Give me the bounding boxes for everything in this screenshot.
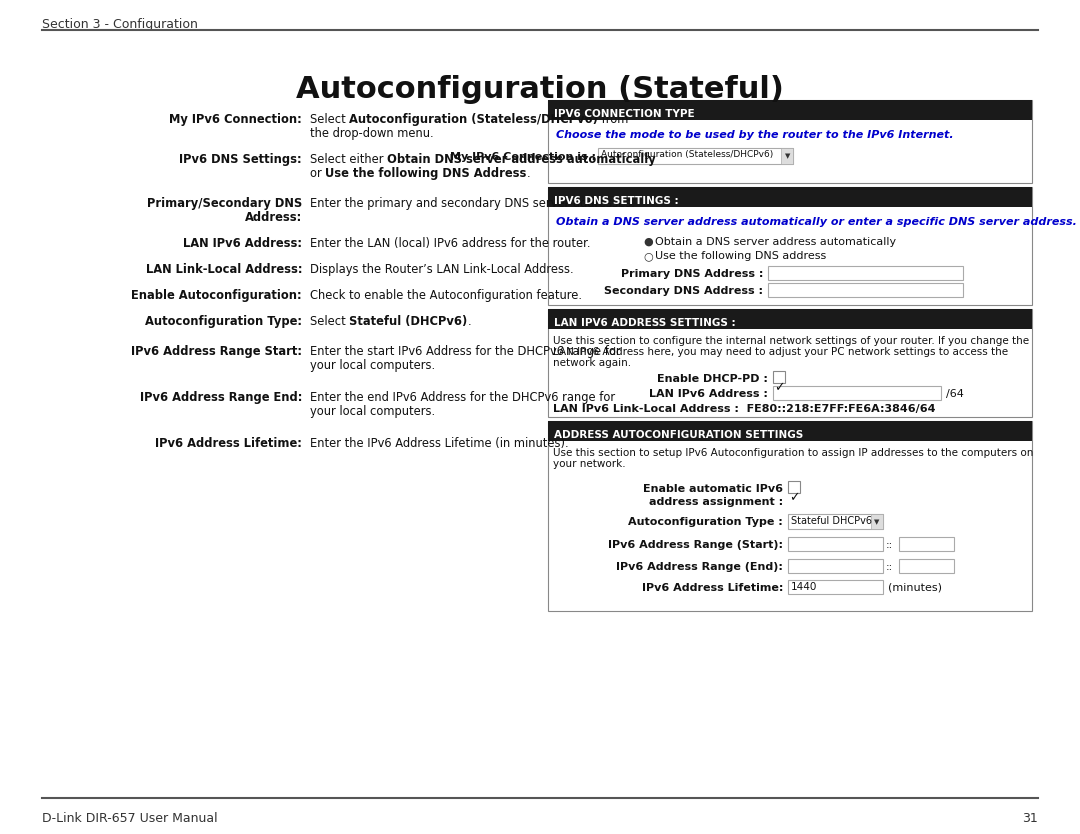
Bar bbox=[899, 537, 954, 551]
Text: IPV6 DNS SETTINGS :: IPV6 DNS SETTINGS : bbox=[554, 196, 678, 206]
Text: .: . bbox=[468, 315, 471, 328]
Text: your network.: your network. bbox=[553, 459, 625, 469]
Text: Primary DNS Address :: Primary DNS Address : bbox=[621, 269, 762, 279]
Text: LAN IPv6 Address:: LAN IPv6 Address: bbox=[183, 237, 302, 250]
Text: ●: ● bbox=[643, 237, 652, 247]
Text: IPV6 CONNECTION TYPE: IPV6 CONNECTION TYPE bbox=[554, 109, 694, 119]
Text: IPv6 Address Lifetime:: IPv6 Address Lifetime: bbox=[642, 583, 783, 593]
Text: IPv6 Address Range (End):: IPv6 Address Range (End): bbox=[616, 562, 783, 572]
Text: Select: Select bbox=[310, 315, 349, 328]
Text: LAN Link-Local Address:: LAN Link-Local Address: bbox=[146, 263, 302, 276]
Text: Enable DHCP-PD :: Enable DHCP-PD : bbox=[657, 374, 768, 384]
Text: 1440: 1440 bbox=[791, 582, 818, 592]
Text: Secondary DNS Address :: Secondary DNS Address : bbox=[604, 286, 762, 296]
Text: Address:: Address: bbox=[245, 211, 302, 224]
Text: ::: :: bbox=[886, 562, 893, 572]
Text: Stateful DHCPv6: Stateful DHCPv6 bbox=[791, 516, 872, 526]
Bar bbox=[773, 386, 941, 400]
Text: ✓: ✓ bbox=[774, 381, 784, 394]
Bar bbox=[788, 481, 800, 493]
Bar bbox=[548, 187, 1032, 305]
Text: IPv6 Address Range (Start):: IPv6 Address Range (Start): bbox=[608, 540, 783, 550]
Text: the drop-down menu.: the drop-down menu. bbox=[310, 127, 434, 140]
Bar bbox=[768, 266, 963, 280]
Text: ▼: ▼ bbox=[785, 153, 791, 159]
Text: Use this section to configure the internal network settings of your router. If y: Use this section to configure the intern… bbox=[553, 336, 1029, 346]
Text: ○: ○ bbox=[643, 251, 652, 261]
Text: Autoconfiguration (Stateless/DHCPv6): Autoconfiguration (Stateless/DHCPv6) bbox=[600, 150, 773, 159]
Text: (minutes): (minutes) bbox=[888, 583, 942, 593]
Text: ::: :: bbox=[886, 540, 893, 550]
Bar bbox=[899, 559, 954, 573]
Bar bbox=[768, 283, 963, 297]
Text: .: . bbox=[527, 167, 530, 180]
Bar bbox=[781, 148, 793, 164]
Text: Use this section to setup IPv6 Autoconfiguration to assign IP addresses to the c: Use this section to setup IPv6 Autoconfi… bbox=[553, 448, 1034, 458]
Text: Autoconfiguration (Stateful): Autoconfiguration (Stateful) bbox=[296, 75, 784, 104]
Text: IPv6 DNS Settings:: IPv6 DNS Settings: bbox=[179, 153, 302, 166]
Text: /64: /64 bbox=[946, 389, 963, 399]
Text: Use the following DNS address: Use the following DNS address bbox=[654, 251, 826, 261]
Text: LAN IPV6 ADDRESS SETTINGS :: LAN IPV6 ADDRESS SETTINGS : bbox=[554, 318, 735, 328]
Text: your local computers.: your local computers. bbox=[310, 405, 435, 418]
Text: Section 3 - Configuration: Section 3 - Configuration bbox=[42, 18, 198, 31]
Bar bbox=[548, 100, 1032, 183]
Text: Choose the mode to be used by the router to the IPv6 Internet.: Choose the mode to be used by the router… bbox=[556, 130, 954, 140]
Text: Autoconfiguration Type :: Autoconfiguration Type : bbox=[629, 517, 783, 527]
Text: LAN IPv6 Address :: LAN IPv6 Address : bbox=[649, 389, 768, 399]
Text: Obtain DNS server address automatically: Obtain DNS server address automatically bbox=[387, 153, 656, 166]
Text: ✓: ✓ bbox=[789, 491, 799, 504]
Text: Enable Autoconfiguration:: Enable Autoconfiguration: bbox=[132, 289, 302, 302]
Text: Enable automatic IPv6: Enable automatic IPv6 bbox=[643, 484, 783, 494]
Bar bbox=[548, 421, 1032, 441]
Text: Displays the Router’s LAN Link-Local Address.: Displays the Router’s LAN Link-Local Add… bbox=[310, 263, 573, 276]
Text: Obtain a DNS server address automatically or enter a specific DNS server address: Obtain a DNS server address automaticall… bbox=[556, 217, 1077, 227]
Text: your local computers.: your local computers. bbox=[310, 359, 435, 372]
Text: Select: Select bbox=[310, 113, 349, 126]
Text: My IPv6 Connection is :: My IPv6 Connection is : bbox=[450, 152, 596, 162]
Bar bbox=[788, 514, 883, 529]
Bar bbox=[870, 514, 883, 529]
Bar bbox=[773, 371, 785, 383]
Text: ▼: ▼ bbox=[874, 519, 879, 525]
Text: IPv6 Address Range Start:: IPv6 Address Range Start: bbox=[131, 345, 302, 358]
Text: from: from bbox=[598, 113, 629, 126]
Text: D-Link DIR-657 User Manual: D-Link DIR-657 User Manual bbox=[42, 812, 218, 825]
Bar bbox=[788, 580, 883, 594]
Text: Check to enable the Autoconfiguration feature.: Check to enable the Autoconfiguration fe… bbox=[310, 289, 582, 302]
Text: Select either: Select either bbox=[310, 153, 387, 166]
Bar bbox=[788, 559, 883, 573]
Text: Stateful (DHCPv6): Stateful (DHCPv6) bbox=[349, 315, 468, 328]
Text: Enter the LAN (local) IPv6 address for the router.: Enter the LAN (local) IPv6 address for t… bbox=[310, 237, 591, 250]
Text: 31: 31 bbox=[1023, 812, 1038, 825]
Text: My IPv6 Connection:: My IPv6 Connection: bbox=[170, 113, 302, 126]
Text: IPv6 Address Lifetime:: IPv6 Address Lifetime: bbox=[156, 437, 302, 450]
Text: Enter the end IPv6 Address for the DHCPv6 range for: Enter the end IPv6 Address for the DHCPv… bbox=[310, 391, 616, 404]
Text: LAN IPv6 Link-Local Address :  FE80::218:E7FF:FE6A:3846/64: LAN IPv6 Link-Local Address : FE80::218:… bbox=[553, 404, 935, 414]
Text: address assignment :: address assignment : bbox=[649, 497, 783, 507]
Bar bbox=[548, 187, 1032, 207]
Bar bbox=[548, 421, 1032, 611]
Text: ADDRESS AUTOCONFIGURATION SETTINGS: ADDRESS AUTOCONFIGURATION SETTINGS bbox=[554, 430, 804, 440]
Text: Primary/Secondary DNS: Primary/Secondary DNS bbox=[147, 197, 302, 210]
Bar bbox=[548, 100, 1032, 120]
Text: or: or bbox=[310, 167, 325, 180]
Bar bbox=[548, 309, 1032, 417]
Bar bbox=[598, 148, 793, 164]
Bar bbox=[548, 309, 1032, 329]
Text: IPv6 Address Range End:: IPv6 Address Range End: bbox=[139, 391, 302, 404]
Text: LAN IPv6 Address here, you may need to adjust your PC network settings to access: LAN IPv6 Address here, you may need to a… bbox=[553, 347, 1008, 357]
Text: network again.: network again. bbox=[553, 358, 631, 368]
Text: Autoconfiguration Type:: Autoconfiguration Type: bbox=[145, 315, 302, 328]
Text: Autoconfiguration (Stateless/DHCPv6): Autoconfiguration (Stateless/DHCPv6) bbox=[349, 113, 598, 126]
Bar bbox=[788, 537, 883, 551]
Text: Use the following DNS Address: Use the following DNS Address bbox=[325, 167, 527, 180]
Text: Enter the primary and secondary DNS server addresses.: Enter the primary and secondary DNS serv… bbox=[310, 197, 635, 210]
Text: Obtain a DNS server address automatically: Obtain a DNS server address automaticall… bbox=[654, 237, 896, 247]
Text: Enter the IPv6 Address Lifetime (in minutes).: Enter the IPv6 Address Lifetime (in minu… bbox=[310, 437, 569, 450]
Text: Enter the start IPv6 Address for the DHCPv6 range for: Enter the start IPv6 Address for the DHC… bbox=[310, 345, 621, 358]
